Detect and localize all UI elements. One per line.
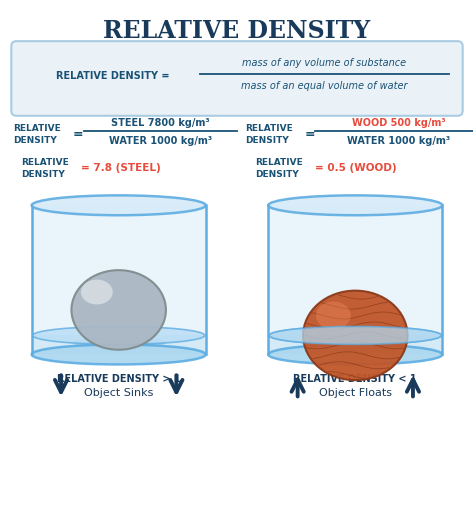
- Text: RELATIVE: RELATIVE: [21, 158, 69, 167]
- Text: RELATIVE: RELATIVE: [255, 158, 302, 167]
- Ellipse shape: [33, 326, 205, 345]
- Ellipse shape: [303, 291, 408, 380]
- Text: WOOD 500 kg/m³: WOOD 500 kg/m³: [352, 118, 446, 128]
- Text: = 0.5 (WOOD): = 0.5 (WOOD): [315, 163, 396, 173]
- Ellipse shape: [269, 326, 441, 345]
- Text: =: =: [305, 128, 315, 141]
- Text: RELATIVE DENSITY > 1: RELATIVE DENSITY > 1: [57, 374, 181, 384]
- Text: Object Floats: Object Floats: [319, 388, 392, 398]
- Ellipse shape: [316, 302, 351, 329]
- Text: DENSITY: DENSITY: [21, 170, 65, 179]
- Bar: [33, 336, 205, 354]
- Text: DENSITY: DENSITY: [255, 170, 299, 179]
- Text: = 7.8 (STEEL): = 7.8 (STEEL): [81, 163, 161, 173]
- Text: DENSITY: DENSITY: [245, 136, 289, 145]
- Ellipse shape: [32, 195, 206, 215]
- Text: RELATIVE DENSITY =: RELATIVE DENSITY =: [56, 71, 170, 81]
- Text: RELATIVE: RELATIVE: [13, 124, 61, 133]
- Ellipse shape: [32, 345, 206, 364]
- Text: RELATIVE DENSITY < 1: RELATIVE DENSITY < 1: [293, 374, 417, 384]
- Ellipse shape: [72, 270, 166, 350]
- Ellipse shape: [72, 337, 166, 349]
- Text: WATER 1000 kg/m³: WATER 1000 kg/m³: [109, 136, 212, 146]
- Text: =: =: [73, 128, 83, 141]
- Text: RELATIVE DENSITY: RELATIVE DENSITY: [103, 19, 371, 43]
- Bar: [269, 336, 441, 354]
- FancyBboxPatch shape: [11, 41, 463, 116]
- Ellipse shape: [268, 345, 442, 364]
- Ellipse shape: [269, 326, 441, 345]
- Text: WATER 1000 kg/m³: WATER 1000 kg/m³: [347, 136, 451, 146]
- Bar: [32, 205, 206, 354]
- Text: Object Sinks: Object Sinks: [84, 388, 154, 398]
- Text: mass of any volume of substance: mass of any volume of substance: [242, 58, 407, 68]
- Text: DENSITY: DENSITY: [13, 136, 57, 145]
- Ellipse shape: [268, 195, 442, 215]
- Text: STEEL 7800 kg/m³: STEEL 7800 kg/m³: [111, 118, 210, 128]
- Text: RELATIVE: RELATIVE: [245, 124, 293, 133]
- Bar: [268, 205, 442, 354]
- Text: mass of an equal volume of water: mass of an equal volume of water: [241, 81, 408, 91]
- Ellipse shape: [310, 338, 400, 348]
- Ellipse shape: [81, 280, 113, 304]
